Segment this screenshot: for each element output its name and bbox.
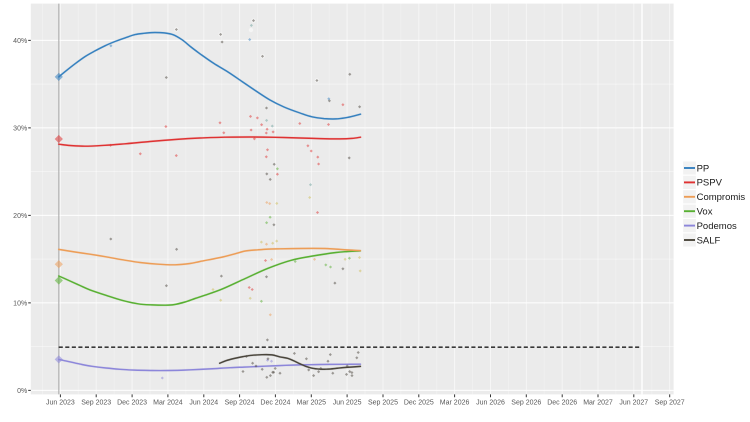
svg-text:Jun 2024: Jun 2024 bbox=[189, 399, 218, 406]
svg-text:Mar 2027: Mar 2027 bbox=[583, 399, 613, 406]
svg-text:Mar 2024: Mar 2024 bbox=[153, 399, 183, 406]
svg-text:30%: 30% bbox=[13, 125, 27, 132]
svg-text:Sep 2027: Sep 2027 bbox=[655, 399, 685, 406]
svg-text:Jun 2027: Jun 2027 bbox=[619, 399, 648, 406]
svg-text:Jun 2023: Jun 2023 bbox=[46, 399, 75, 406]
svg-text:Mar 2026: Mar 2026 bbox=[440, 399, 470, 406]
svg-text:Jun 2026: Jun 2026 bbox=[476, 399, 505, 406]
svg-text:Sep 2023: Sep 2023 bbox=[81, 399, 111, 406]
svg-text:20%: 20% bbox=[13, 213, 27, 220]
svg-text:Dec 2025: Dec 2025 bbox=[404, 399, 434, 406]
svg-text:Sep 2024: Sep 2024 bbox=[225, 399, 255, 406]
svg-text:Mar 2025: Mar 2025 bbox=[297, 399, 327, 406]
svg-text:Compromis: Compromis bbox=[697, 192, 746, 203]
svg-text:Jun 2025: Jun 2025 bbox=[333, 399, 362, 406]
svg-text:Sep 2025: Sep 2025 bbox=[368, 399, 398, 406]
svg-text:PP: PP bbox=[697, 163, 710, 174]
svg-text:10%: 10% bbox=[13, 300, 27, 307]
svg-text:Vox: Vox bbox=[697, 207, 713, 218]
svg-text:Podemos: Podemos bbox=[697, 221, 737, 232]
svg-text:Dec 2026: Dec 2026 bbox=[547, 399, 577, 406]
svg-text:0%: 0% bbox=[17, 388, 27, 395]
svg-text:Sep 2026: Sep 2026 bbox=[511, 399, 541, 406]
svg-text:Dec 2024: Dec 2024 bbox=[260, 399, 290, 406]
svg-text:Dec 2023: Dec 2023 bbox=[117, 399, 147, 406]
svg-text:SALF: SALF bbox=[697, 235, 721, 246]
svg-text:PSPV: PSPV bbox=[697, 178, 723, 189]
svg-text:40%: 40% bbox=[13, 38, 27, 45]
